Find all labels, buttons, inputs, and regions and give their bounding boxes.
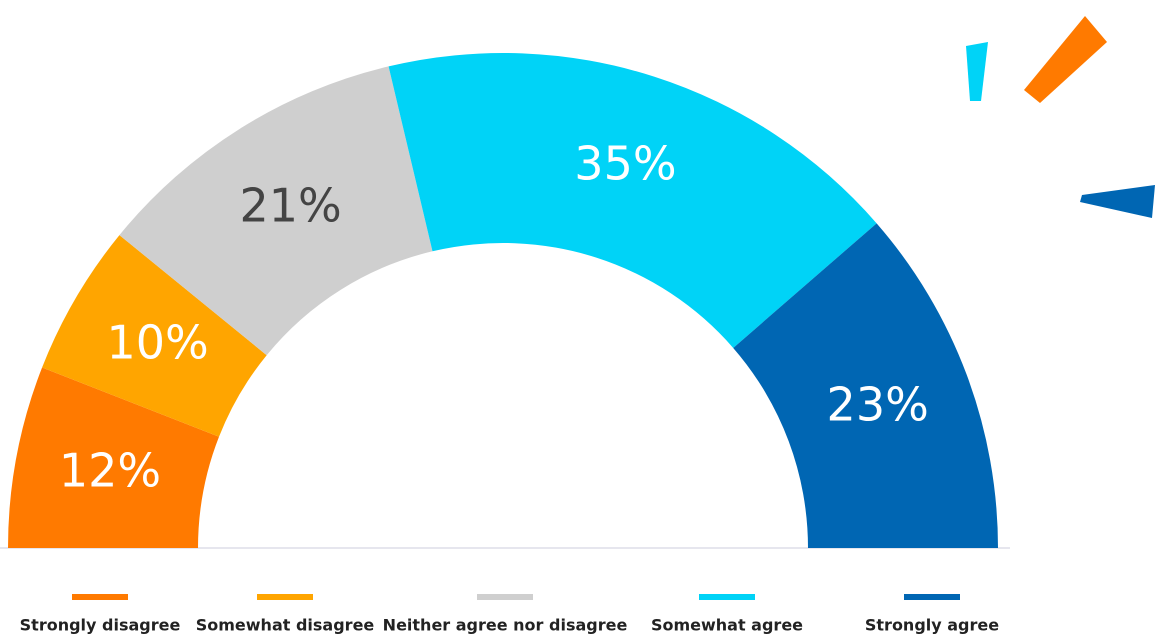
legend-swatch [904,594,960,600]
legend-swatch [72,594,128,600]
value-label: 23% [827,377,929,431]
segment [8,367,220,548]
legend-label: Somewhat disagree [196,616,375,635]
decor-stroke [1024,16,1107,103]
legend-swatch [699,594,755,600]
legend-label: Neither agree nor disagree [383,616,628,635]
legend-label: Somewhat agree [651,616,803,635]
value-label: 35% [574,137,676,191]
decor-stroke [966,42,988,101]
decor-stroke [1080,185,1155,218]
segment [42,235,267,437]
legend-label: Strongly disagree [20,616,181,635]
segment [119,66,433,356]
legend-swatch [477,594,533,600]
value-label: 21% [239,179,341,233]
legend-label: Strongly agree [865,616,999,635]
legend-swatch [257,594,313,600]
segment [388,53,877,348]
segment [733,223,998,548]
decoration [966,16,1155,218]
value-label: 12% [59,443,161,497]
value-label: 10% [107,316,209,370]
